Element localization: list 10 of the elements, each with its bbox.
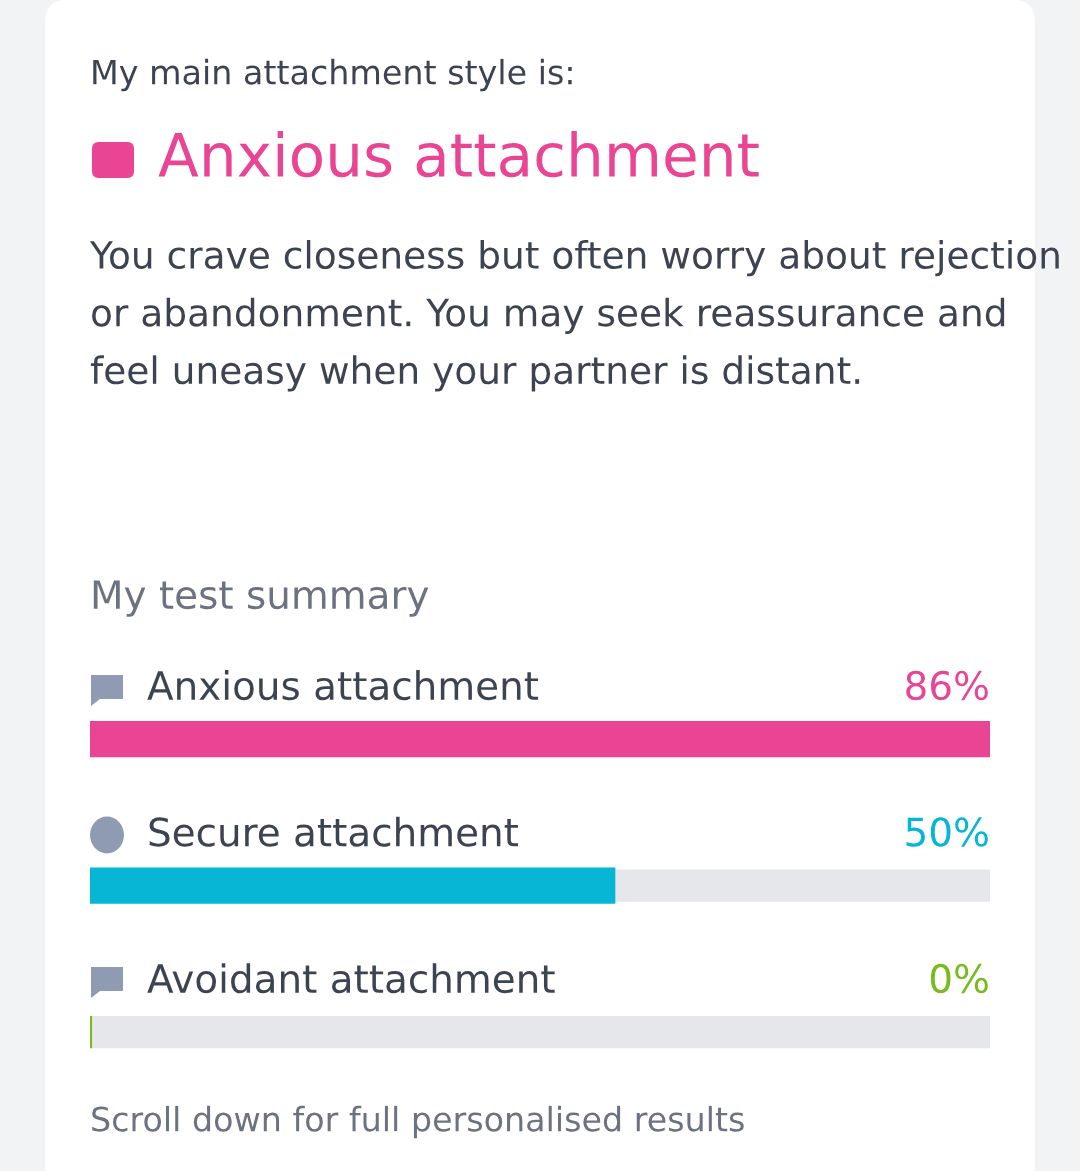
chart-subtitle: My main attachment style is:: [93, 58, 572, 92]
y-tick-label: Anxious attachment: [147, 670, 539, 701]
data-label: 50%: [906, 817, 988, 847]
y-tick-label: Secure attachment: [149, 816, 518, 847]
data-label: 86%: [906, 670, 988, 701]
text: You crave closeness but often worry about rejection or abandonment. You may seek reassurance and feel uneasy when your partner is distant.: [89, 240, 1059, 392]
text: Scroll down for full personalised results: [92, 1105, 744, 1139]
annotation: My test summary: [93, 580, 429, 617]
data-label: 0%: [930, 963, 988, 994]
y-tick-label: Avoidant attachment: [147, 963, 555, 994]
